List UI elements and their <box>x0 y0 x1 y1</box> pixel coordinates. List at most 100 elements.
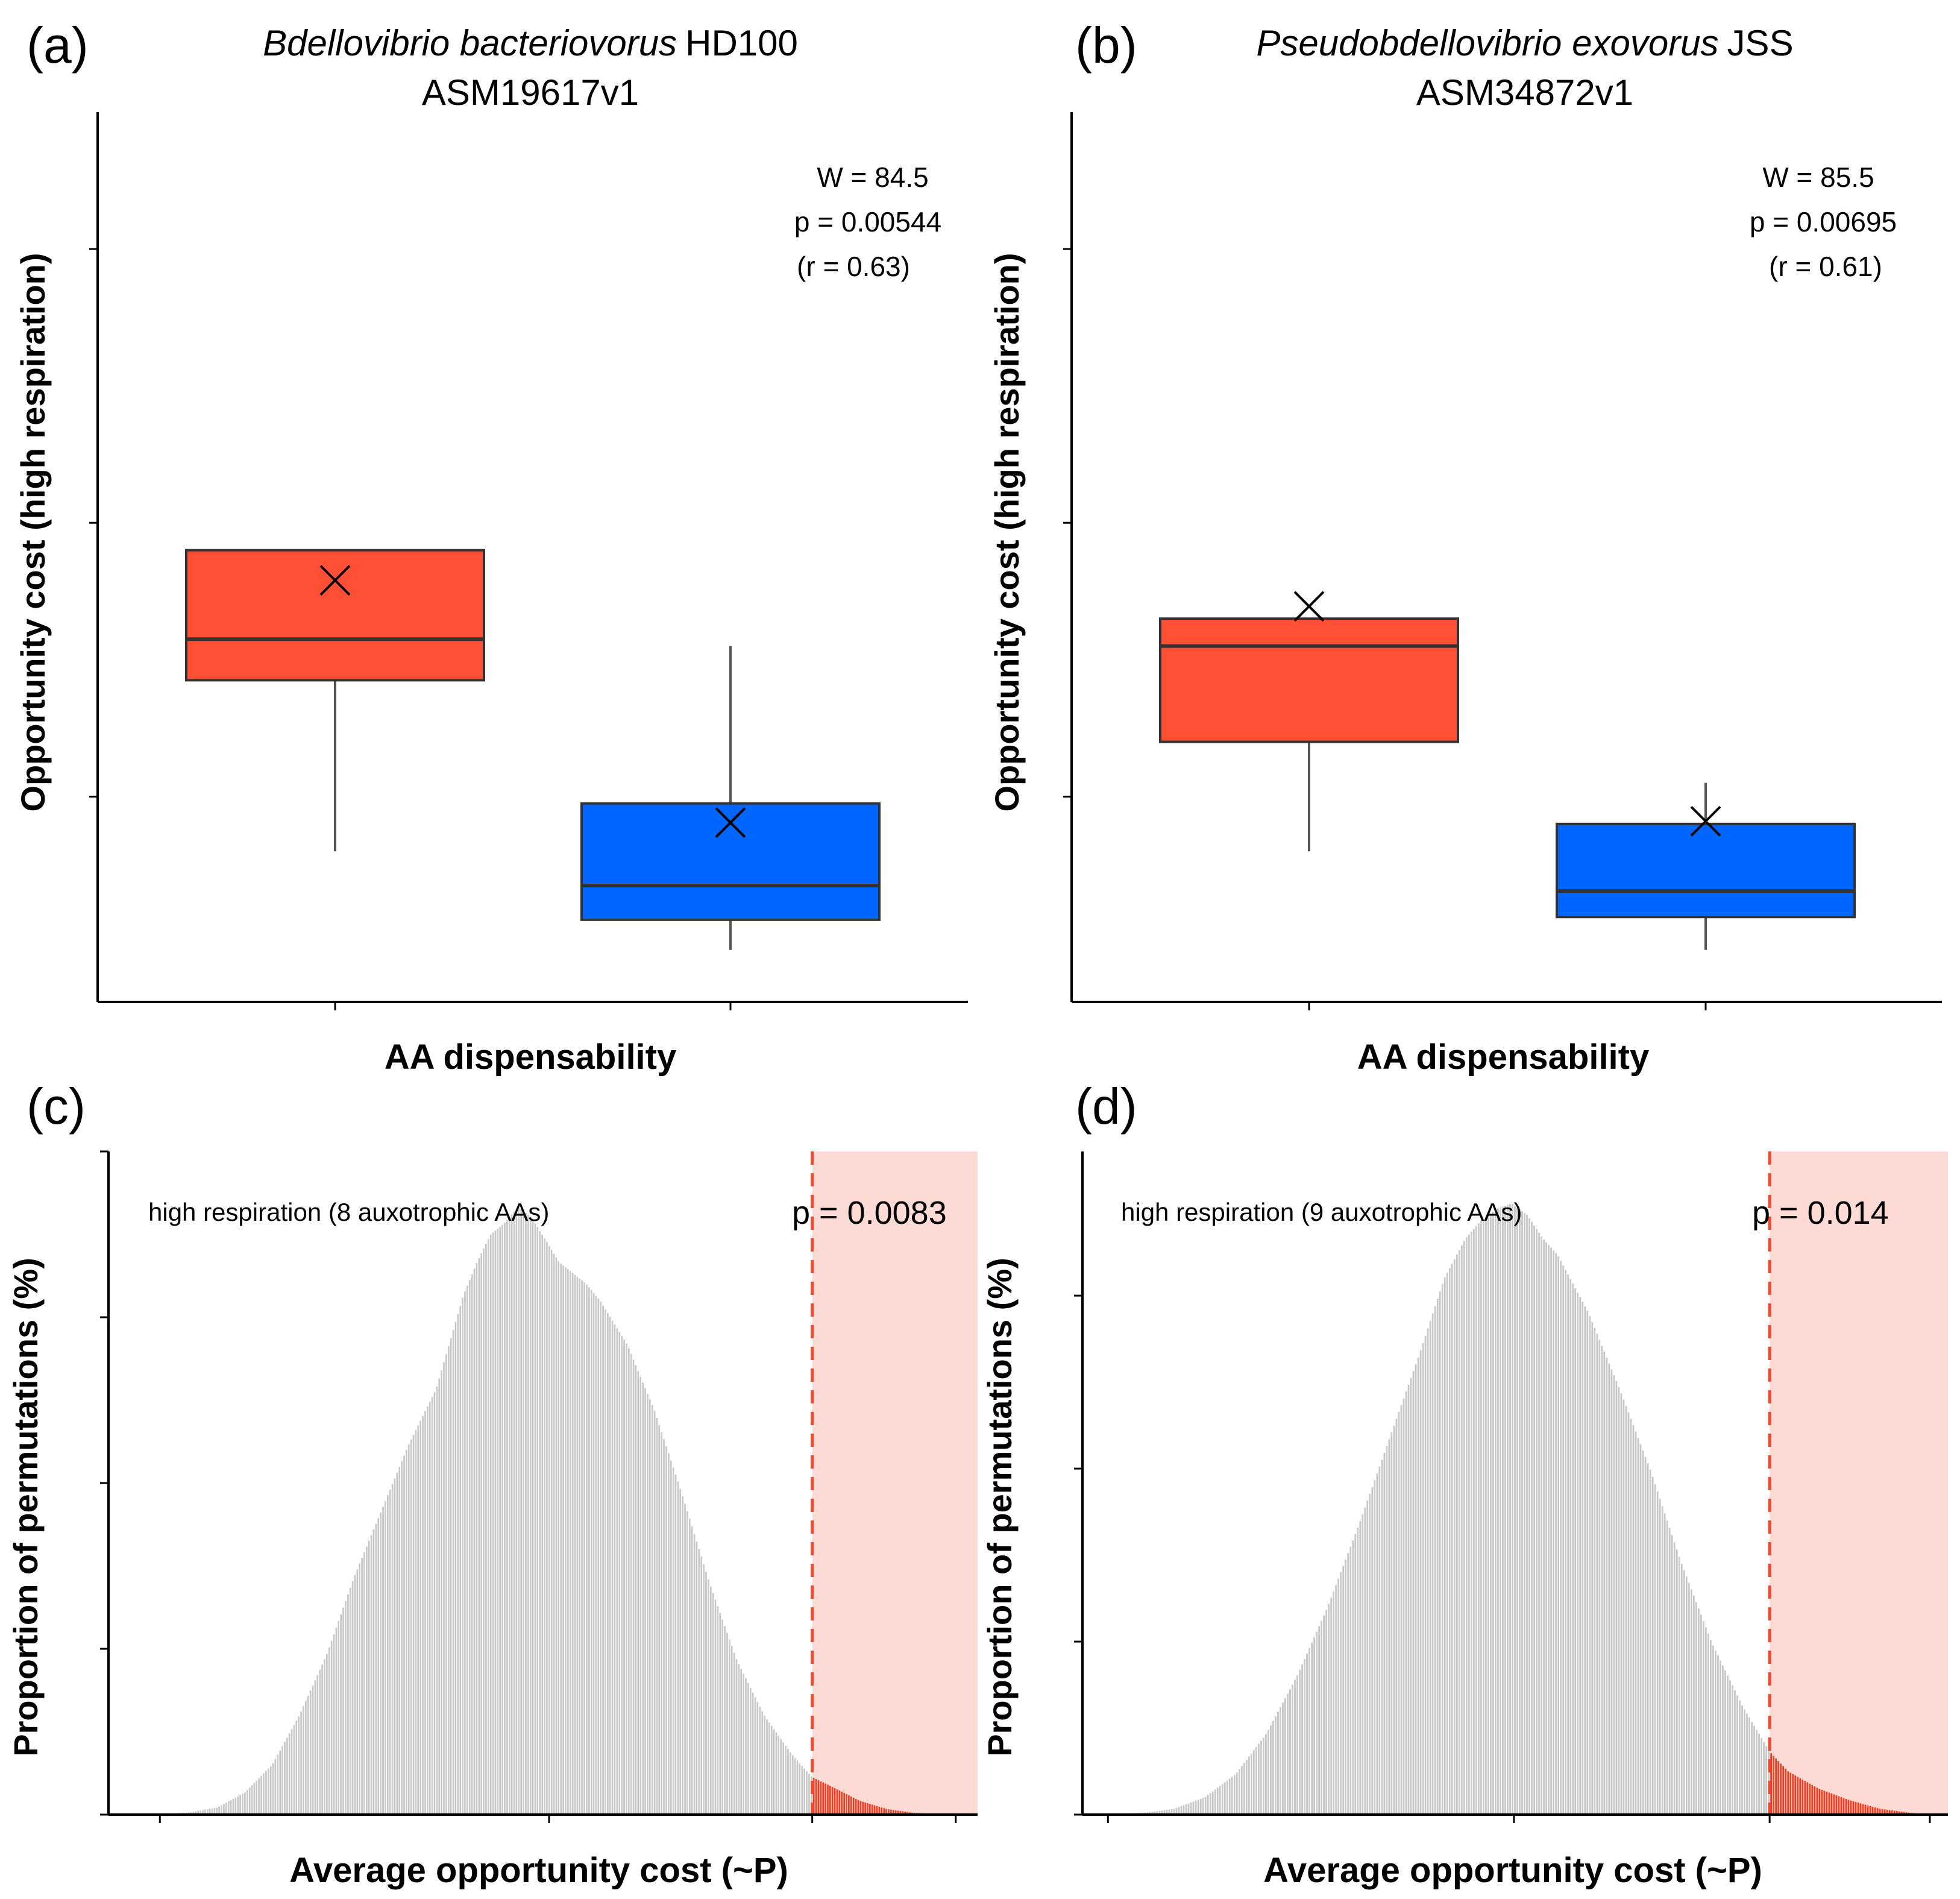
panel-c-hist-bar <box>389 1490 391 1815</box>
panel-d-hist-bar <box>1792 1774 1794 1815</box>
panel-c-hist-bar <box>368 1540 370 1815</box>
panel-c-hist-bar <box>263 1773 265 1815</box>
panel-d-hist-bar <box>1381 1460 1383 1815</box>
panel-d-hist-bar <box>1562 1265 1565 1815</box>
panel-d-hist-bar <box>1465 1236 1468 1815</box>
panel-c-hist-bar <box>775 1732 777 1815</box>
panel-d-hist-bar <box>1811 1784 1814 1815</box>
panel-d-hist-bar <box>1308 1648 1310 1815</box>
panel-c-hist-bar <box>829 1786 831 1815</box>
panel-c-hist-bar <box>770 1725 773 1815</box>
panel-c-hist-bar <box>277 1754 279 1815</box>
panel-c-hist-bar <box>508 1217 510 1815</box>
panel-c-hist-bar <box>555 1257 558 1815</box>
panel-c-hist-bar <box>796 1760 799 1815</box>
panel-d-hist-bar <box>1311 1642 1313 1815</box>
panel-c-hist-bar <box>338 1620 340 1815</box>
panel-c-hist-bar <box>677 1481 679 1815</box>
panel-b-title: Pseudobdellovibrio exovorus JSS <box>1256 23 1793 63</box>
panel-d-hist-bar <box>1647 1463 1649 1815</box>
panel-d-hist-bar <box>1826 1791 1828 1815</box>
panel-c-hist-bar <box>600 1302 602 1815</box>
panel-d-hist-bar <box>1613 1375 1615 1815</box>
panel-b-stat-r: (r = 0.61) <box>1769 251 1882 282</box>
panel-c-hist-bar <box>510 1214 513 1815</box>
panel-c-hist-bar <box>370 1535 372 1815</box>
panel-c-hist-bar <box>656 1417 658 1815</box>
panel-d-hist-bar <box>1376 1473 1378 1815</box>
panel-d-hist-bar <box>1294 1680 1296 1815</box>
panel-d-hist-bar <box>1835 1795 1838 1815</box>
panel-c-hist-bar <box>740 1669 743 1815</box>
panel-c-hist-bar <box>708 1579 709 1815</box>
panel-d-hist-bar <box>1678 1557 1680 1815</box>
panel-c-hist-bar <box>627 1348 630 1815</box>
panel-c-hist-bar <box>361 1558 363 1815</box>
panel-b-prototrophic-mean-marker <box>1690 805 1721 837</box>
panel-d-hist-bar <box>1383 1452 1386 1815</box>
panel-c-hist-bar <box>314 1680 316 1815</box>
panel-d-hist-bar <box>1608 1363 1610 1815</box>
panel-d-hist-bar <box>1577 1293 1579 1815</box>
panel-d-hist-bar <box>1543 1239 1545 1815</box>
panel-c-hist-bar <box>417 1425 419 1815</box>
panel-d-hist-bar <box>1695 1602 1697 1815</box>
panel-c-hist-bar <box>202 1810 204 1815</box>
panel-d-hist-bar <box>1775 1758 1777 1815</box>
panel-a-axes <box>89 112 968 1010</box>
panel-d-hist-bar <box>1758 1734 1760 1815</box>
panel-c-hist-bar <box>735 1659 738 1815</box>
panel-d-hist-bar <box>1282 1702 1284 1815</box>
panel-d-hist-bar <box>1773 1756 1775 1815</box>
panel-c-hist-bar <box>623 1340 625 1815</box>
panel-d-hist-bar <box>1816 1787 1818 1815</box>
panel-d-hist-bar <box>1533 1225 1535 1815</box>
panel-c-hist-bar <box>825 1783 826 1815</box>
panel-d-hist-bar <box>1639 1444 1642 1815</box>
panel-d-hist-bar <box>1688 1582 1690 1815</box>
panel-d-hist-bar <box>1871 1806 1874 1815</box>
panel-c-hist-bar <box>372 1529 375 1815</box>
panel-c-hist-bar <box>312 1685 314 1815</box>
panel-d-hist-bar <box>1683 1570 1685 1815</box>
panel-d-hist-bar <box>1574 1288 1577 1815</box>
panel-c-hist-bar <box>454 1321 457 1815</box>
panel-c-hist-bar <box>499 1226 501 1815</box>
panel-d-hist-bar <box>1671 1535 1673 1815</box>
panel-c-hist-bar <box>812 1778 815 1815</box>
panel-d-hist-bar <box>1335 1585 1337 1815</box>
panel-d-hist-bar <box>1702 1620 1704 1815</box>
panel-d-hist-bar <box>1864 1804 1867 1815</box>
panel-c-hist-bar <box>269 1766 272 1815</box>
panel-c-hist-bar <box>658 1425 661 1815</box>
panel-a-stat-r: (r = 0.63) <box>797 251 910 282</box>
panel-c-hist-bar <box>574 1274 576 1815</box>
panel-d-hist-bar <box>1644 1457 1647 1815</box>
panel-c-hist-bar <box>464 1291 466 1815</box>
panel-c-hist-bar <box>605 1309 606 1815</box>
panel-d-hist-bar <box>1541 1236 1543 1815</box>
panel-c-hist-bar <box>691 1526 693 1815</box>
panel-d-hist-bar <box>1250 1753 1252 1815</box>
panel-d-hist-bar <box>1264 1734 1267 1815</box>
panel-c-hist-bar <box>822 1782 825 1815</box>
panel-d-hist-bar <box>1236 1772 1238 1815</box>
panel-d-hist-bar <box>1468 1234 1470 1815</box>
panel-d-hist-bar <box>1333 1591 1335 1815</box>
panel-d-hist-bar <box>1879 1809 1881 1815</box>
panel-d-hist-bar <box>1620 1393 1622 1815</box>
panel-d-hist-bar <box>1531 1221 1533 1815</box>
panel-c-hist-bar <box>483 1249 485 1815</box>
panel-d-hist-bar <box>1216 1787 1219 1815</box>
panel-b-label: (b) <box>1075 17 1137 74</box>
panel-c-tail-shade <box>812 1151 978 1815</box>
panel-d-hist-bar <box>1402 1398 1405 1815</box>
panel-d-hist-bar <box>1821 1789 1823 1815</box>
panel-c-hist-bar <box>480 1253 483 1815</box>
panel-d-hist-bar <box>1799 1778 1801 1815</box>
panel-d-hist-bar <box>1881 1809 1883 1815</box>
panel-d-hist-bar <box>1714 1650 1717 1815</box>
panel-c-hist-bar <box>595 1296 597 1815</box>
panel-a-subtitle: ASM19617v1 <box>422 72 639 113</box>
panel-d-hist-bar <box>1175 1808 1178 1815</box>
